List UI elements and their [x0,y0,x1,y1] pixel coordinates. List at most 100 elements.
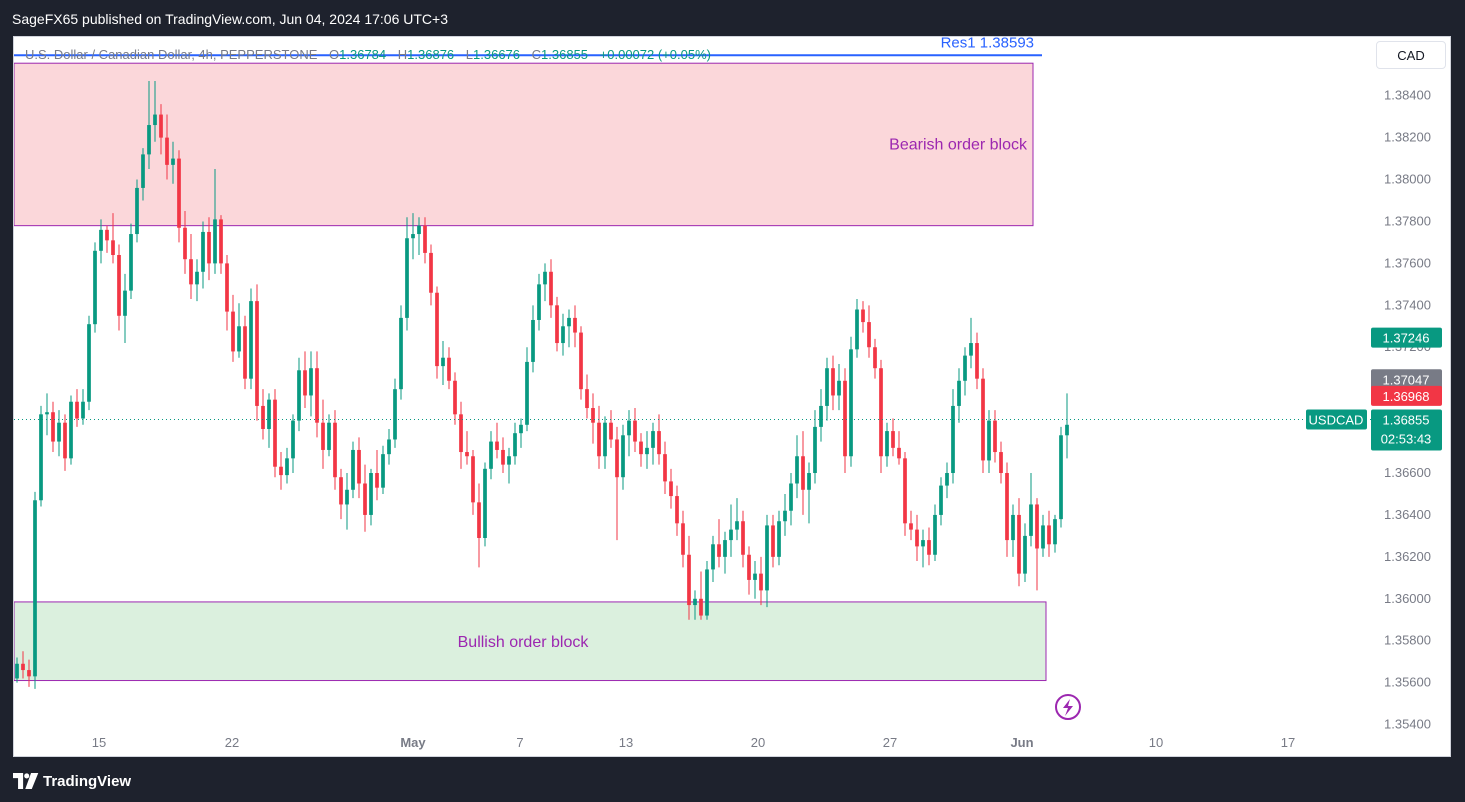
candle[interactable] [15,657,19,683]
candle[interactable] [651,422,655,465]
candle[interactable] [915,514,919,562]
candle[interactable] [447,347,451,390]
candle[interactable] [597,405,601,469]
candle[interactable] [495,422,499,459]
candle[interactable] [975,332,979,390]
candle[interactable] [567,309,571,348]
candle[interactable] [339,468,343,520]
candle[interactable] [297,357,301,432]
candle[interactable] [759,556,763,606]
candle[interactable] [189,234,193,300]
candle[interactable] [657,414,661,465]
candle[interactable] [57,410,61,457]
candle[interactable] [795,435,799,499]
candle[interactable] [459,401,463,469]
candle[interactable] [315,351,319,438]
candle[interactable] [891,418,895,457]
candle[interactable] [687,535,691,620]
candle[interactable] [483,462,487,547]
candle[interactable] [753,561,757,599]
candle[interactable] [267,393,271,448]
candle[interactable] [555,296,559,352]
candle[interactable] [201,221,205,289]
candle[interactable] [639,433,643,467]
candle[interactable] [633,408,637,453]
candle[interactable] [603,416,607,469]
candle[interactable] [717,519,721,568]
candle[interactable] [585,374,589,419]
candle[interactable] [129,223,133,300]
candle[interactable] [63,414,67,471]
candle[interactable] [69,395,73,465]
candle[interactable] [669,468,673,509]
candle[interactable] [837,364,841,411]
candle[interactable] [609,410,613,448]
candle[interactable] [933,504,937,562]
candle[interactable] [249,288,253,390]
candle[interactable] [993,410,997,463]
candle[interactable] [213,169,217,274]
candle[interactable] [921,529,925,568]
candle[interactable] [363,464,367,532]
candle[interactable] [51,401,55,453]
candle[interactable] [963,347,967,396]
candle[interactable] [549,259,553,318]
candle[interactable] [771,514,775,568]
candle[interactable] [165,114,169,180]
candle[interactable] [909,510,913,541]
candle[interactable] [423,217,427,264]
candle[interactable] [411,213,415,260]
candle[interactable] [171,141,175,184]
candle[interactable] [777,510,781,566]
candle[interactable] [441,340,445,385]
candle[interactable] [897,431,901,465]
candle[interactable] [627,410,631,457]
candle[interactable] [393,378,397,448]
candle[interactable] [939,477,943,526]
candle[interactable] [75,389,79,427]
candle[interactable] [699,571,703,620]
candle[interactable] [429,244,433,306]
candle[interactable] [273,389,277,478]
candle[interactable] [465,431,469,465]
candle[interactable] [477,483,481,568]
candle[interactable] [255,284,259,421]
candle[interactable] [723,531,727,574]
candle[interactable] [1065,393,1069,459]
candle[interactable] [783,493,787,536]
candle[interactable] [435,286,439,379]
candle[interactable] [291,414,295,474]
candle[interactable] [351,441,355,499]
candle[interactable] [1047,510,1051,557]
candle[interactable] [453,372,457,425]
candle[interactable] [501,437,505,474]
candle[interactable] [417,217,421,256]
candle[interactable] [1011,504,1015,557]
chart-area[interactable]: Bearish order block Bullish order block R… [13,36,1451,757]
candle[interactable] [969,317,973,369]
candle[interactable] [183,210,187,274]
candle[interactable] [831,355,835,411]
candle[interactable] [303,351,307,409]
candle[interactable] [195,259,199,302]
candle[interactable] [1041,514,1045,557]
candle[interactable] [1053,514,1057,553]
candle[interactable] [675,485,679,536]
candle[interactable] [663,441,667,494]
candle[interactable] [333,410,337,490]
candle[interactable] [369,468,373,526]
candle[interactable] [927,527,931,566]
candle[interactable] [735,498,739,541]
candle[interactable] [93,242,97,333]
candle[interactable] [111,213,115,264]
candle[interactable] [825,357,829,421]
candle[interactable] [357,437,361,499]
candle[interactable] [579,326,583,400]
candle[interactable] [321,399,325,469]
candle[interactable] [141,148,145,201]
candle[interactable] [177,150,181,243]
candle[interactable] [81,389,85,425]
candle[interactable] [1059,426,1063,528]
candle[interactable] [645,431,649,469]
candle[interactable] [1017,498,1021,587]
